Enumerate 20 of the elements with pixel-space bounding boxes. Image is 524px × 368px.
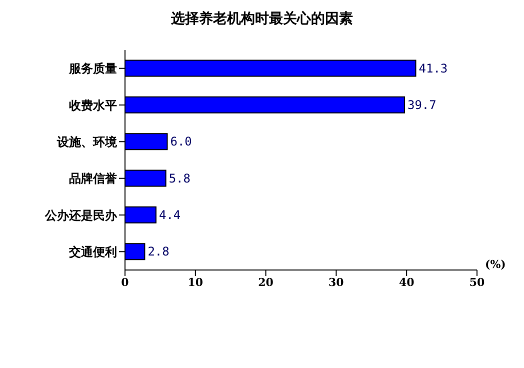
x-tick-label: 40	[398, 276, 415, 289]
x-tick-label: 50	[469, 276, 485, 289]
y-tick-label: 品牌信誉	[69, 172, 117, 186]
data-label: 2.8	[148, 244, 170, 259]
x-tick-label: 0	[121, 276, 130, 289]
data-label: 41.3	[418, 61, 448, 76]
data-label: 4.4	[158, 208, 181, 222]
y-tick-label: 设施、环境	[56, 134, 118, 149]
y-tick-label: 交通便利	[68, 244, 117, 259]
data-label: 39.7	[407, 98, 436, 112]
x-axis-title: (%)	[485, 258, 506, 271]
x-tick-label: 10	[188, 276, 204, 289]
x-tick-label: 30	[328, 276, 344, 289]
data-label: 6.0	[170, 134, 192, 149]
data-label: 5.8	[168, 171, 191, 186]
y-tick-label: 收费水平	[69, 98, 117, 112]
x-tick-label: 20	[258, 276, 274, 289]
y-tick-label: 公办还是民办	[44, 208, 118, 222]
y-tick-label: 服务质量	[68, 62, 117, 76]
chart-title: 选择养老机构时最关心的因素	[170, 10, 354, 28]
